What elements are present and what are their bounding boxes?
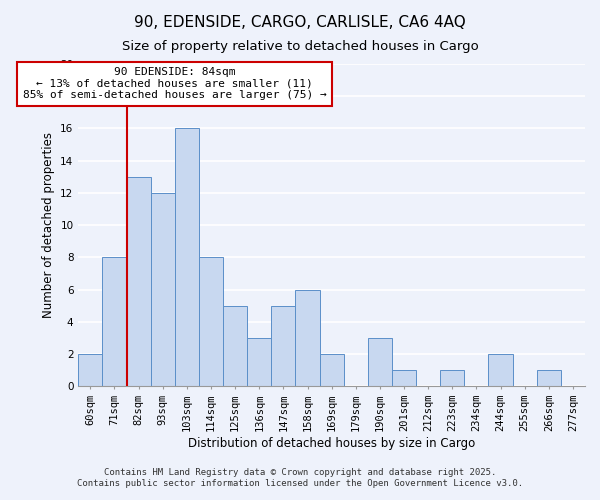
X-axis label: Distribution of detached houses by size in Cargo: Distribution of detached houses by size … — [188, 437, 475, 450]
Bar — [127, 177, 151, 386]
Text: 90, EDENSIDE, CARGO, CARLISLE, CA6 4AQ: 90, EDENSIDE, CARGO, CARLISLE, CA6 4AQ — [134, 15, 466, 30]
Text: 90 EDENSIDE: 84sqm
← 13% of detached houses are smaller (11)
85% of semi-detache: 90 EDENSIDE: 84sqm ← 13% of detached hou… — [23, 67, 326, 100]
Bar — [223, 306, 247, 386]
Bar — [247, 338, 271, 386]
Bar — [368, 338, 392, 386]
Bar — [440, 370, 464, 386]
Bar — [392, 370, 416, 386]
Y-axis label: Number of detached properties: Number of detached properties — [41, 132, 55, 318]
Bar — [151, 193, 175, 386]
Bar — [103, 258, 127, 386]
Bar — [271, 306, 295, 386]
Bar — [537, 370, 561, 386]
Bar — [488, 354, 512, 386]
Bar — [295, 290, 320, 386]
Bar — [320, 354, 344, 386]
Text: Size of property relative to detached houses in Cargo: Size of property relative to detached ho… — [122, 40, 478, 53]
Text: Contains HM Land Registry data © Crown copyright and database right 2025.
Contai: Contains HM Land Registry data © Crown c… — [77, 468, 523, 487]
Bar — [79, 354, 103, 386]
Bar — [199, 258, 223, 386]
Bar — [175, 128, 199, 386]
